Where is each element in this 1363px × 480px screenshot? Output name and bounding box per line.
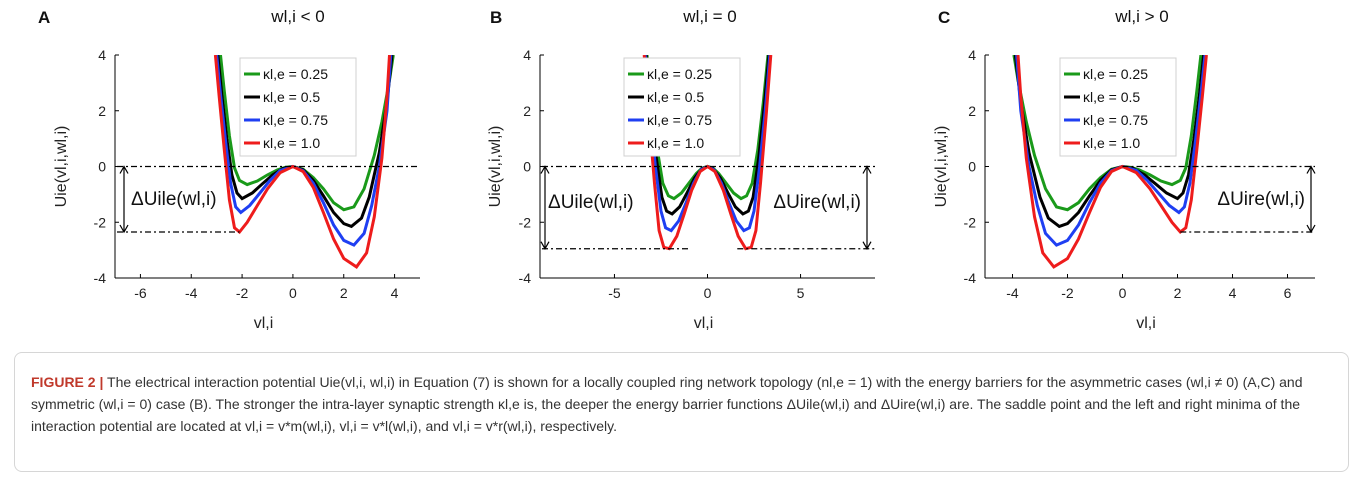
legend-entry: κl,e = 0.75 xyxy=(647,112,712,128)
x-tick-label: 0 xyxy=(704,285,712,301)
arrow-head xyxy=(1306,224,1316,234)
y-tick-label: 0 xyxy=(523,159,531,175)
x-tick-label: -2 xyxy=(236,285,249,301)
legend: κl,e = 0.25 κl,e = 0.5 κl,e = 0.75 κl,e = 1… xyxy=(623,57,741,157)
y-tick-label: 4 xyxy=(98,47,106,63)
x-tick-label: 6 xyxy=(1284,285,1292,301)
x-tick-label: 4 xyxy=(391,285,399,301)
y-tick-label: -4 xyxy=(519,270,532,286)
barrier-label: ΔUile(wl,i) xyxy=(131,189,217,210)
curves xyxy=(213,55,395,269)
energy-barrier-annotation: ΔUire(wl,i) xyxy=(1122,165,1316,234)
y-tick-label: -2 xyxy=(519,214,532,230)
y-tick-label: -4 xyxy=(964,270,977,286)
legend-entry: κl,e = 1.0 xyxy=(263,135,320,151)
panel-letter: C xyxy=(938,8,950,27)
y-tick-label: 4 xyxy=(968,47,976,63)
y-axis-label: Uie(vl,i,wl,i) xyxy=(487,126,504,208)
figure-caption: FIGURE 2 | The electrical interaction po… xyxy=(14,352,1349,472)
legend-entry: κl,e = 0.25 xyxy=(647,66,712,82)
arrow-head xyxy=(862,241,872,250)
x-tick-label: -2 xyxy=(1061,285,1074,301)
y-tick-label: 4 xyxy=(523,47,531,63)
y-tick-label: -2 xyxy=(964,214,977,230)
y-tick-label: 2 xyxy=(523,103,531,119)
x-tick-label: 4 xyxy=(1229,285,1237,301)
arrow-head xyxy=(862,165,872,174)
y-axis-label: Uie(vl,i,wl,i) xyxy=(933,126,950,208)
x-tick-label: -5 xyxy=(608,285,621,301)
panel-letter: A xyxy=(38,8,50,27)
energy-barrier-annotation: ΔUile(wl,i) xyxy=(117,165,420,234)
y-axis-label: Uie(vl,i,wl,i) xyxy=(53,126,70,208)
legend-entry: κl,e = 0.75 xyxy=(263,112,328,128)
barrier-label: ΔUire(wl,i) xyxy=(1217,189,1305,210)
legend-entry: κl,e = 0.75 xyxy=(1083,112,1148,128)
curves xyxy=(642,55,773,251)
barrier-label-right: ΔUire(wl,i) xyxy=(773,192,861,213)
x-tick-label: -4 xyxy=(1006,285,1019,301)
panel-title: wl,i = 0 xyxy=(682,7,736,26)
y-tick-label: 2 xyxy=(98,103,106,119)
legend-entry: κl,e = 0.5 xyxy=(1083,89,1140,105)
y-tick-label: 2 xyxy=(968,103,976,119)
barrier-label: ΔUile(wl,i) xyxy=(548,192,634,213)
curves xyxy=(1012,55,1208,269)
y-tick-label: 0 xyxy=(968,159,976,175)
y-tick-label: 0 xyxy=(98,159,106,175)
x-axis-label: vl,i xyxy=(1136,315,1156,332)
x-axis-label: vl,i xyxy=(254,315,274,332)
x-tick-label: 2 xyxy=(340,285,348,301)
figure-2: -6 -4 -2 0 2 4 -4 -2 0 2 4 A wl,i < 0 vl,i Uie(vl,i,wl… xyxy=(38,7,1316,332)
arrow-head xyxy=(119,165,129,174)
panel-c: -4 -2 0 2 4 6 -4 -2 0 2 4 C wl,i > 0 vl,i Uie(vl,i,wl,… xyxy=(933,7,1316,332)
arrow-head xyxy=(540,165,550,174)
legend: κl,e = 0.25 κl,e = 0.5 κl,e = 0.75 κl,e = 1… xyxy=(1059,57,1177,157)
legend-entry: κl,e = 0.25 xyxy=(263,66,328,82)
y-tick-label: -2 xyxy=(94,214,107,230)
x-tick-label: 5 xyxy=(797,285,805,301)
legend: κl,e = 0.25 κl,e = 0.5 κl,e = 0.75 κl,e = 1… xyxy=(239,57,357,157)
series-line xyxy=(1016,55,1208,269)
legend-entry: κl,e = 1.0 xyxy=(1083,135,1140,151)
arrow-head xyxy=(540,241,550,250)
x-tick-label: -4 xyxy=(185,285,198,301)
series-line xyxy=(213,55,391,269)
legend-entry: κl,e = 1.0 xyxy=(647,135,704,151)
panel-a: -6 -4 -2 0 2 4 -4 -2 0 2 4 A wl,i < 0 vl,i Uie(vl,i,wl… xyxy=(38,7,420,332)
panel-title: wl,i < 0 xyxy=(270,7,324,26)
caption-text: The electrical interaction potential Uie… xyxy=(31,374,1303,434)
x-tick-label: -6 xyxy=(134,285,147,301)
x-tick-label: 0 xyxy=(289,285,297,301)
x-tick-label: 2 xyxy=(1174,285,1182,301)
legend-entry: κl,e = 0.5 xyxy=(263,89,320,105)
series-line xyxy=(642,55,773,251)
panel-title: wl,i > 0 xyxy=(1114,7,1168,26)
panel-letter: B xyxy=(490,8,502,27)
arrow-head xyxy=(1306,165,1316,174)
y-tick-label: -4 xyxy=(94,270,107,286)
panel-b: -5 0 5 -4 -2 0 2 4 B wl,i = 0 vl,i Uie(vl,i,wl,i) ΔU… xyxy=(487,7,875,332)
legend-entry: κl,e = 0.5 xyxy=(647,89,704,105)
x-tick-label: 0 xyxy=(1119,285,1127,301)
arrow-head xyxy=(119,224,129,234)
energy-barrier-annotation: ΔUile(wl,i) ΔUire(wl,i) xyxy=(540,165,875,250)
x-axis-label: vl,i xyxy=(694,315,714,332)
legend-entry: κl,e = 0.25 xyxy=(1083,66,1148,82)
caption-label: FIGURE 2 | xyxy=(31,374,104,390)
